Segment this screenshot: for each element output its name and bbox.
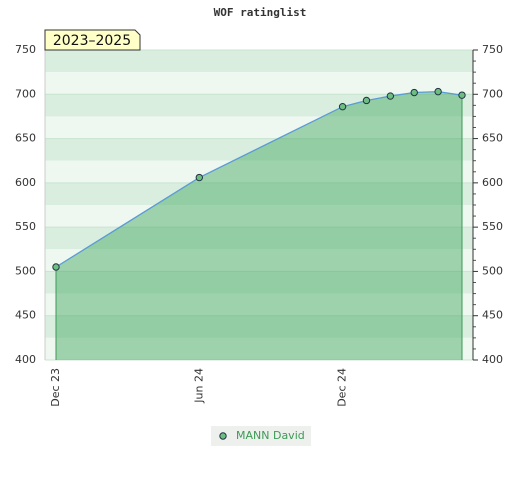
y2-tick-label: 550 [482, 220, 503, 233]
background-stripe [45, 315, 473, 338]
y-tick-label: 650 [15, 132, 36, 145]
chart-title: WOF ratinglist [214, 6, 307, 19]
background-stripe [45, 271, 473, 294]
legend-marker [219, 432, 227, 440]
y-tick-label: 500 [15, 264, 36, 277]
background-stripe [45, 249, 473, 272]
x-tick-label: Dec 23 [49, 368, 62, 407]
area-fill [56, 91, 462, 360]
legend-label: MANN David [236, 429, 305, 442]
background-stripe [45, 72, 473, 95]
x-tick-label: Jun 24 [192, 368, 205, 404]
y2-tick-label: 700 [482, 87, 503, 100]
y-tick-label: 400 [15, 353, 36, 366]
y-tick-label: 700 [15, 87, 36, 100]
annotation: 2023–2025 [53, 33, 131, 49]
y2-tick-label: 500 [482, 264, 503, 277]
data-point [410, 88, 418, 97]
x-tick-label: Dec 24 [336, 368, 349, 407]
series-line [55, 90, 463, 268]
background-stripe [45, 293, 473, 316]
y-tick-label: 450 [15, 309, 36, 322]
annotation-box [44, 29, 141, 51]
y-tick-label: 600 [15, 176, 36, 189]
background-stripe [45, 227, 473, 250]
background-stripe [45, 50, 473, 73]
background-stripe [45, 116, 473, 139]
data-point [338, 102, 347, 111]
y2-tick-label: 450 [482, 309, 503, 322]
y2-tick-label: 400 [482, 353, 503, 366]
y-tick-label: 550 [15, 220, 36, 233]
background-stripe [45, 182, 473, 205]
data-point [52, 263, 60, 271]
data-point [434, 87, 442, 96]
y2-tick-label: 600 [482, 176, 503, 189]
y2-tick-label: 750 [482, 43, 503, 56]
data-point [195, 173, 203, 182]
background-stripe [45, 138, 473, 161]
data-point [386, 92, 395, 100]
y2-tick-label: 650 [482, 132, 503, 145]
data-point [458, 91, 466, 99]
data-point [362, 96, 371, 105]
background-stripe [45, 337, 473, 360]
legend-box [211, 426, 311, 446]
y-tick-label: 750 [15, 43, 36, 56]
background-stripe [45, 160, 473, 183]
background-stripe [45, 205, 473, 228]
